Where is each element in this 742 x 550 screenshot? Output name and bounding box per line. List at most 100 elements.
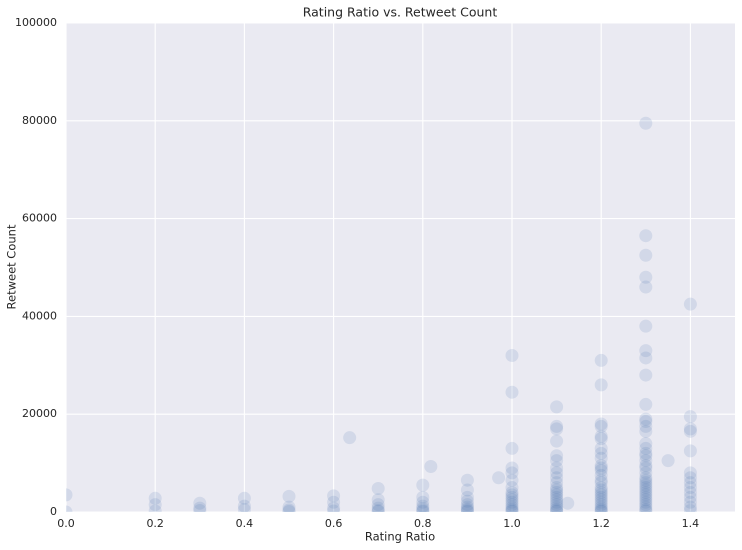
scatter-point bbox=[550, 466, 564, 480]
scatter-point bbox=[683, 297, 697, 311]
scatter-point bbox=[550, 485, 564, 499]
y-tick-label: 20000 bbox=[22, 407, 57, 420]
plot-background bbox=[66, 23, 735, 512]
scatter-point bbox=[505, 485, 519, 499]
y-tick-label: 60000 bbox=[22, 212, 57, 225]
scatter-point bbox=[148, 491, 162, 505]
scatter-point bbox=[505, 466, 519, 480]
scatter-point bbox=[639, 419, 653, 433]
scatter-point bbox=[282, 489, 296, 503]
scatter-point bbox=[550, 493, 564, 507]
scatter-point bbox=[550, 495, 564, 509]
scatter-point bbox=[594, 500, 608, 512]
scatter-point bbox=[416, 490, 430, 504]
scatter-point bbox=[594, 476, 608, 490]
scatter-point bbox=[416, 504, 430, 512]
scatter-point bbox=[639, 490, 653, 504]
scatter-point bbox=[371, 482, 385, 496]
scatter-point bbox=[550, 476, 564, 490]
scatter-point bbox=[594, 451, 608, 465]
scatter-point bbox=[416, 502, 430, 512]
scatter-point bbox=[237, 491, 251, 505]
scatter-point bbox=[639, 459, 653, 473]
scatter-point bbox=[594, 490, 608, 504]
scatter-point bbox=[639, 495, 653, 509]
scatter-point bbox=[594, 498, 608, 512]
scatter-point bbox=[639, 441, 653, 455]
scatter-point bbox=[460, 505, 474, 512]
scatter-point bbox=[505, 504, 519, 512]
scatter-point bbox=[561, 496, 575, 510]
x-tick-label: 0.0 bbox=[57, 517, 75, 530]
scatter-point bbox=[639, 500, 653, 512]
scatter-point bbox=[550, 400, 564, 414]
scatter-point bbox=[639, 248, 653, 262]
scatter-point bbox=[594, 485, 608, 499]
scatter-point bbox=[594, 504, 608, 512]
scatter-point bbox=[550, 454, 564, 468]
scatter-point bbox=[683, 476, 697, 490]
scatter-point bbox=[505, 505, 519, 512]
scatter-point bbox=[424, 460, 438, 474]
scatter-point bbox=[237, 503, 251, 512]
scatter-point bbox=[639, 368, 653, 382]
scatter-point bbox=[594, 459, 608, 473]
scatter-point bbox=[594, 502, 608, 512]
scatter-point bbox=[505, 490, 519, 504]
scatter-point bbox=[639, 351, 653, 365]
scatter-point bbox=[193, 496, 207, 510]
y-tick-label: 40000 bbox=[22, 309, 57, 322]
x-tick-label: 1.0 bbox=[503, 517, 521, 530]
scatter-point bbox=[371, 505, 385, 512]
scatter-point bbox=[639, 397, 653, 411]
scatter-point bbox=[639, 485, 653, 499]
scatter-point bbox=[639, 116, 653, 130]
scatter-point bbox=[639, 415, 653, 429]
scatter-point bbox=[594, 495, 608, 509]
scatter-point bbox=[550, 502, 564, 512]
scatter-point bbox=[594, 441, 608, 455]
scatter-point bbox=[282, 503, 296, 512]
scatter-point bbox=[505, 349, 519, 363]
scatter-point bbox=[594, 429, 608, 443]
x-tick-label: 1.4 bbox=[682, 517, 700, 530]
scatter-point bbox=[460, 498, 474, 512]
scatter-point bbox=[594, 461, 608, 475]
labels: 0.0 0.2 0.4 0.6 0.8 1.0 1.2 1.4 0 20000 40000 60000… bbox=[15, 16, 699, 530]
scatter-point bbox=[505, 461, 519, 475]
scatter-point bbox=[639, 493, 653, 507]
scatter-point bbox=[639, 483, 653, 497]
scatter-point bbox=[550, 488, 564, 502]
scatter-point bbox=[505, 502, 519, 512]
scatter-point bbox=[550, 483, 564, 497]
scatter-point bbox=[416, 495, 430, 509]
scatter-point bbox=[505, 481, 519, 495]
scatter-point bbox=[683, 444, 697, 458]
scatter-point bbox=[460, 473, 474, 487]
chart-title: Rating Ratio vs. Retweet Count bbox=[303, 5, 498, 20]
scatter-point bbox=[594, 468, 608, 482]
scatter-point bbox=[505, 488, 519, 502]
scatter-point bbox=[594, 432, 608, 446]
scatter-point bbox=[683, 495, 697, 509]
x-axis-label: Rating Ratio bbox=[365, 530, 435, 544]
scatter-point bbox=[661, 454, 675, 468]
scatter-point bbox=[683, 490, 697, 504]
scatter-point bbox=[594, 505, 608, 512]
scatter-point bbox=[460, 494, 474, 508]
scatter-point bbox=[594, 353, 608, 367]
scatter-point bbox=[594, 463, 608, 477]
scatter-point bbox=[594, 473, 608, 487]
scatter-point bbox=[550, 449, 564, 463]
scatter-point bbox=[639, 478, 653, 492]
points bbox=[66, 116, 697, 512]
scatter-point bbox=[683, 471, 697, 485]
scatter-point bbox=[550, 481, 564, 495]
scatter-point bbox=[683, 410, 697, 424]
scatter-point bbox=[460, 490, 474, 504]
scatter-point bbox=[343, 431, 357, 445]
scatter-point bbox=[193, 501, 207, 512]
scatter-point bbox=[505, 473, 519, 487]
